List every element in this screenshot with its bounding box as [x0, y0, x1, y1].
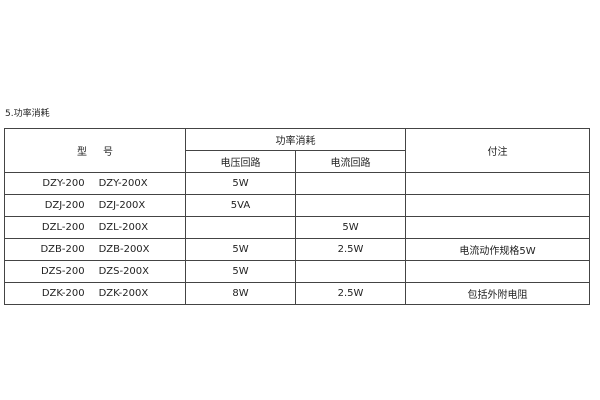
model-cell: DZY-200 DZY-200X	[4, 172, 186, 195]
model-cell: DZJ-200 DZJ-200X	[4, 194, 186, 217]
model-b: DZK-200X	[98, 288, 149, 299]
voltage-cell: 5W	[185, 172, 296, 195]
table-row: DZK-200 DZK-200X 8W 2.5W 包括外附电阻	[4, 282, 590, 305]
voltage-cell: 5VA	[185, 194, 296, 217]
note-cell	[405, 194, 590, 217]
current-cell	[295, 194, 406, 217]
voltage-cell	[185, 216, 296, 239]
header-row-2: 电压回路 电流回路	[5, 150, 590, 173]
model-cell: DZS-200 DZS-200X	[4, 260, 186, 283]
current-cell	[295, 260, 406, 283]
header-row-1: 型号 功率消耗 付注	[4, 128, 590, 173]
header-model-char: 型	[77, 147, 87, 158]
model-b: DZB-200X	[98, 244, 150, 255]
current-cell: 2.5W	[295, 282, 406, 305]
table-row: DZJ-200 DZJ-200X 5VA	[4, 194, 590, 217]
note-cell	[405, 260, 590, 283]
model-a: DZL-200	[41, 222, 85, 233]
model-b: DZL-200X	[98, 222, 149, 233]
section-title: 5.功率消耗	[5, 109, 50, 119]
header-current-circuit: 电流回路	[295, 150, 406, 173]
note-cell	[405, 172, 590, 195]
model-b: DZS-200X	[98, 266, 150, 277]
model-b: DZY-200X	[98, 178, 148, 189]
model-cell: DZK-200 DZK-200X	[4, 282, 186, 305]
header-voltage-circuit: 电压回路	[185, 150, 296, 173]
table-row: DZS-200 DZS-200X 5W	[4, 260, 590, 283]
model-a: DZK-200	[41, 288, 85, 299]
table-row: DZL-200 DZL-200X 5W	[4, 216, 590, 239]
model-cell: DZL-200 DZL-200X	[4, 216, 186, 239]
voltage-cell: 8W	[185, 282, 296, 305]
model-a: DZS-200	[40, 266, 85, 277]
model-cell: DZB-200 DZB-200X	[4, 238, 186, 261]
table-row: DZY-200 DZY-200X 5W	[4, 172, 590, 195]
note-cell: 电流动作规格5W	[405, 238, 590, 261]
model-b: DZJ-200X	[98, 200, 146, 211]
voltage-cell: 5W	[185, 260, 296, 283]
header-note: 付注	[405, 128, 590, 173]
model-a: DZJ-200	[44, 200, 85, 211]
model-a: DZY-200	[42, 178, 85, 189]
header-model-char: 号	[103, 147, 113, 158]
header-model: 型号	[4, 128, 186, 173]
current-cell: 2.5W	[295, 238, 406, 261]
voltage-cell: 5W	[185, 238, 296, 261]
model-a: DZB-200	[40, 244, 85, 255]
current-cell	[295, 172, 406, 195]
note-cell: 包括外附电阻	[405, 282, 590, 305]
power-consumption-table: 型号 功率消耗 付注 电压回路 电流回路 DZY-200 DZY-200X 5W …	[4, 128, 590, 305]
current-cell: 5W	[295, 216, 406, 239]
table-row: DZB-200 DZB-200X 5W 2.5W 电流动作规格5W	[4, 238, 590, 261]
header-power: 功率消耗	[185, 128, 406, 151]
note-cell	[405, 216, 590, 239]
